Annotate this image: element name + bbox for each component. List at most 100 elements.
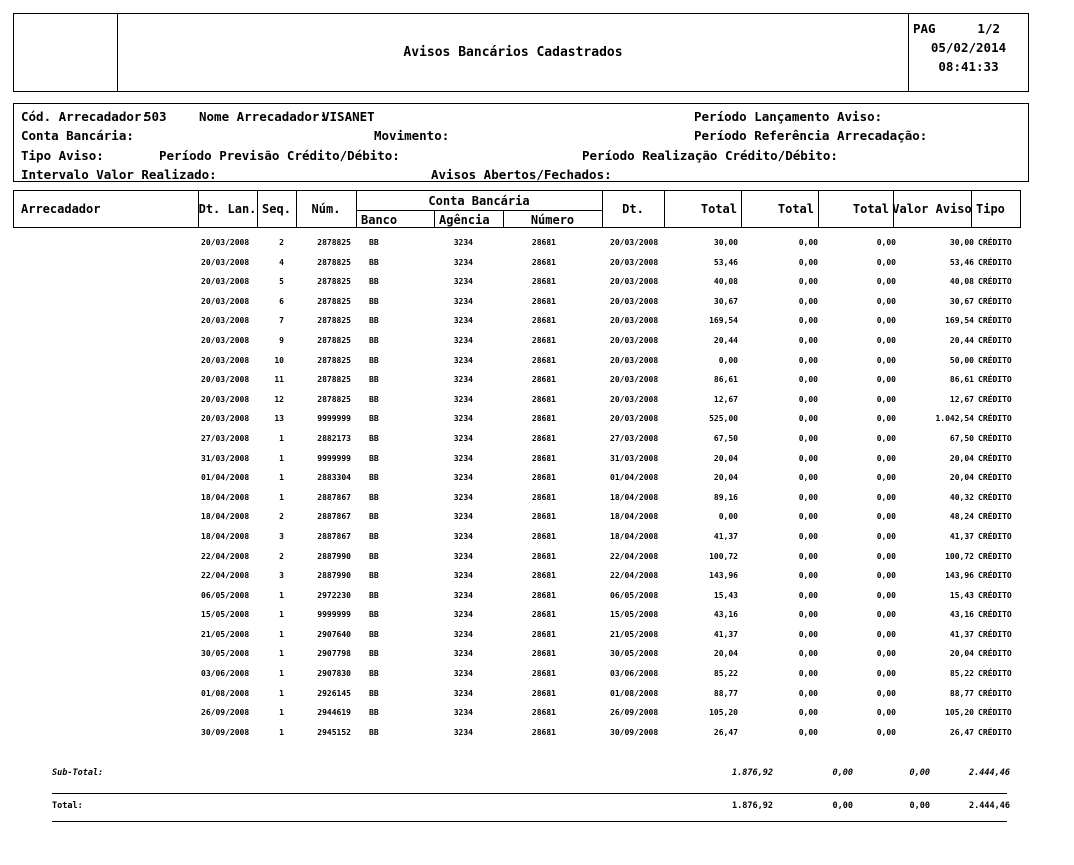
cell-dt-lan: 06/05/2008 [201,590,250,600]
cell-seq: 1 [279,727,284,737]
cell-numero: 28681 [531,238,556,247]
cell-dt: 31/03/2008 [610,453,659,463]
filter-line-2: Conta Bancária: Movimento: Período Refer… [14,129,1028,143]
cell-banco: BB [369,335,379,345]
cell-dt: 20/03/2008 [610,394,659,404]
cell-dt: 01/04/2008 [610,473,659,483]
cell-dt-lan: 20/03/2008 [201,335,250,345]
subtotal-total-2: 0,00 [832,768,853,778]
cell-agencia: 3234 [453,316,473,326]
cell-seq: 3 [279,531,284,541]
table-row: 15/05/2008 1 9999999 BB 3234 28681 15/05… [0,605,1074,625]
conta-bancaria-label: Conta Bancária: [21,128,134,143]
cell-agencia: 3234 [453,531,473,541]
cell-total-3: 0,00 [876,708,896,718]
cell-banco: BB [369,453,379,463]
cell-tipo: CRÉDITO [978,649,1012,659]
report-header: Avisos Bancários Cadastrados PAG 1/2 05/… [13,13,1029,92]
col-divider [257,191,258,227]
cell-dt: 27/03/2008 [610,433,659,443]
col-divider [296,191,297,227]
cell-total-3: 0,00 [876,296,896,306]
cell-agencia: 3234 [453,571,473,581]
cell-total-1: 143,96 [709,571,738,581]
cell-tipo: CRÉDITO [978,257,1012,267]
cell-total-1: 41,37 [713,629,738,639]
cell-banco: BB [369,512,379,522]
cell-banco: BB [369,571,379,581]
cell-total-2: 0,00 [798,316,818,326]
cell-total-1: 0,00 [718,355,738,365]
page-label: PAG [913,21,936,36]
subtotal-valor-aviso: 2.444,46 [969,768,1010,778]
cell-total-3: 0,00 [876,433,896,443]
cell-total-1: 53,46 [713,257,738,267]
cell-banco: BB [369,394,379,404]
cell-agencia: 3234 [453,512,473,522]
cell-total-1: 26,47 [713,727,738,737]
header-dt-lan: Dt. Lan. [198,202,257,216]
cell-tipo: CRÉDITO [978,453,1012,463]
total-row: Total: 1.876,92 0,00 0,00 2.444,46 [0,799,1074,813]
cell-valor-aviso: 40,08 [949,277,974,287]
report-time: 08:41:33 [938,59,999,74]
cell-agencia: 3234 [453,551,473,561]
cell-agencia: 3234 [453,708,473,718]
cell-valor-aviso: 41,37 [949,629,974,639]
cell-agencia: 3234 [453,727,473,737]
table-row: 20/03/2008 9 2878825 BB 3234 28681 20/03… [0,331,1074,351]
cell-total-3: 0,00 [876,414,896,424]
table-row: 30/09/2008 1 2945152 BB 3234 28681 30/09… [0,723,1074,743]
cell-total-3: 0,00 [876,316,896,326]
cell-banco: BB [369,610,379,620]
cell-agencia: 3234 [453,238,473,247]
cell-total-1: 20,04 [713,473,738,483]
filter-line-1: Cód. Arrecadador: 503 Nome Arrecadador: … [14,110,1028,124]
cell-num: 2878825 [317,277,351,287]
cell-total-2: 0,00 [798,414,818,424]
cell-valor-aviso: 40,32 [949,492,974,502]
cell-total-2: 0,00 [798,571,818,581]
cell-banco: BB [369,316,379,326]
cell-numero: 28681 [531,649,556,659]
cell-tipo: CRÉDITO [978,433,1012,443]
page-title: Avisos Bancários Cadastrados [403,45,623,60]
cell-total-3: 0,00 [876,257,896,267]
cell-total-2: 0,00 [798,394,818,404]
cell-total-2: 0,00 [798,551,818,561]
cell-total-1: 105,20 [709,708,738,718]
page-info-cell: PAG 1/2 05/02/2014 08:41:33 [908,14,1028,91]
cell-valor-aviso: 50,00 [949,355,974,365]
page-value: 1/2 [977,21,1000,36]
cell-seq: 11 [274,375,284,385]
cell-total-2: 0,00 [798,590,818,600]
cell-banco: BB [369,629,379,639]
nome-arrecadador-value: VISANET [322,109,375,124]
cell-total-2: 0,00 [798,492,818,502]
cell-numero: 28681 [531,473,556,483]
cell-dt-lan: 20/03/2008 [201,257,250,267]
col-divider [503,210,504,227]
cell-tipo: CRÉDITO [978,375,1012,385]
cell-dt: 20/03/2008 [610,316,659,326]
cell-num: 2878825 [317,394,351,404]
cell-total-3: 0,00 [876,453,896,463]
table-row: 20/03/2008 10 2878825 BB 3234 28681 20/0… [0,351,1074,371]
cell-valor-aviso: 48,24 [949,512,974,522]
table-row: 26/09/2008 1 2944619 BB 3234 28681 26/09… [0,703,1074,723]
cell-seq: 7 [279,316,284,326]
cell-valor-aviso: 143,96 [945,571,974,581]
cell-dt-lan: 22/04/2008 [201,551,250,561]
cell-tipo: CRÉDITO [978,688,1012,698]
cell-total-1: 20,44 [713,335,738,345]
cell-seq: 1 [279,453,284,463]
cell-valor-aviso: 26,47 [949,727,974,737]
cell-dt: 22/04/2008 [610,551,659,561]
cell-tipo: CRÉDITO [978,316,1012,326]
cell-dt-lan: 03/06/2008 [201,669,250,679]
cell-dt-lan: 20/03/2008 [201,355,250,365]
cell-banco: BB [369,375,379,385]
cell-banco: BB [369,669,379,679]
table-row: 06/05/2008 1 2972230 BB 3234 28681 06/05… [0,586,1074,606]
cell-banco: BB [369,355,379,365]
